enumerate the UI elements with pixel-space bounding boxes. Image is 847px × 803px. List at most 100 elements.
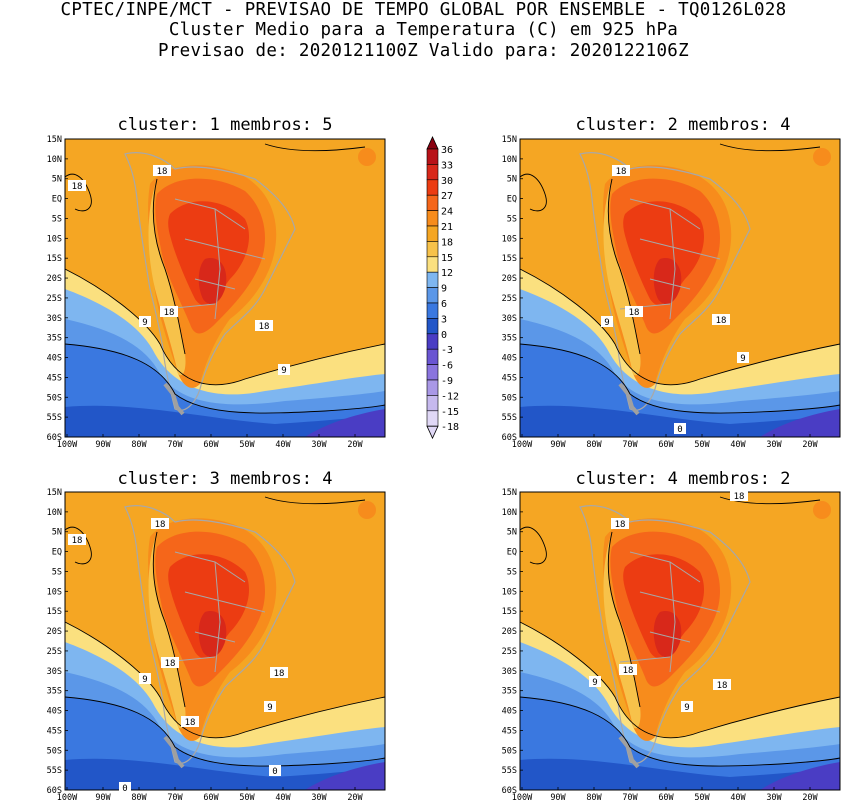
contour-label-box bbox=[264, 701, 276, 712]
contour-label: 0 bbox=[272, 767, 277, 777]
lat-tick-label: 45S bbox=[502, 373, 517, 383]
colorbar-swatch bbox=[426, 241, 439, 258]
colorbar-bottom-arrow bbox=[426, 425, 439, 440]
lat-tick-label: 15S bbox=[47, 607, 62, 617]
lon-tick-label: 50W bbox=[239, 793, 255, 803]
lat-tick-label: 10S bbox=[502, 587, 517, 597]
contour-label: 18 bbox=[623, 666, 634, 676]
lat-tick-label: 35S bbox=[502, 687, 517, 697]
lat-tick-label: 15S bbox=[502, 607, 517, 617]
colorbar-swatch bbox=[426, 318, 439, 335]
panel-title-2: cluster: 2 membros: 4 bbox=[576, 115, 791, 135]
panel-title-4: cluster: 4 membros: 2 bbox=[576, 469, 791, 489]
lat-tick-label: 25S bbox=[502, 294, 517, 304]
lat-tick-label: 20S bbox=[47, 274, 62, 284]
lon-tick-label: 60W bbox=[203, 440, 219, 450]
contour-label-box bbox=[255, 320, 273, 331]
lat-tick-label: 15S bbox=[47, 254, 62, 264]
lat-tick-label: 25S bbox=[502, 647, 517, 657]
colorbar-swatch bbox=[426, 194, 439, 211]
header-subtitle: Cluster Medio para a Temperatura (C) em … bbox=[168, 20, 679, 40]
lat-tick-label: 15S bbox=[502, 254, 517, 264]
lat-tick-label: 5S bbox=[507, 567, 517, 577]
axis-labels: 15N10N5NEQ5S10S15S20S25S30S35S40S45S50S5… bbox=[47, 135, 819, 803]
colorbar-swatch bbox=[426, 348, 439, 365]
contour-label: 9 bbox=[142, 318, 147, 328]
lon-tick-label: 50W bbox=[694, 440, 710, 450]
contour-label-box bbox=[619, 664, 637, 675]
colorbar-label: 12 bbox=[441, 268, 453, 279]
lat-tick-label: 50S bbox=[47, 746, 62, 756]
contour-label-box bbox=[269, 765, 281, 776]
lat-tick-label: 45S bbox=[47, 373, 62, 383]
colorbar-swatch bbox=[426, 379, 439, 396]
lat-tick-label: 5N bbox=[507, 528, 517, 538]
map-panel-3 bbox=[63, 490, 387, 792]
colorbar-label: 24 bbox=[441, 207, 453, 218]
contour-label-box bbox=[119, 782, 131, 793]
lat-tick-label: 10N bbox=[47, 508, 62, 518]
colorbar-top-arrow bbox=[426, 136, 439, 150]
lat-tick-label: 5S bbox=[507, 214, 517, 224]
lat-tick-label: 45S bbox=[47, 726, 62, 736]
lon-tick-label: 70W bbox=[167, 793, 183, 803]
contour-label-box bbox=[737, 352, 749, 363]
colorbar-swatch bbox=[426, 164, 439, 181]
contour-label-box bbox=[713, 679, 731, 690]
colorbar-label: 9 bbox=[441, 284, 447, 295]
contour-label-box bbox=[601, 316, 613, 327]
colorbar-swatch bbox=[426, 271, 439, 288]
contour-label: 18 bbox=[72, 536, 83, 546]
contour-label: 18 bbox=[165, 659, 176, 669]
lon-tick-label: 20W bbox=[347, 793, 363, 803]
colorbar-label: 15 bbox=[441, 253, 453, 264]
lat-tick-label: 25S bbox=[47, 294, 62, 304]
lat-tick-label: 15N bbox=[47, 135, 62, 145]
map-panel-1 bbox=[63, 137, 387, 439]
contour-labels: 18 18 18 18 9 9 18 18 18 9 9 0 18 18 18 18 18 9 9 0 0 18 18 18 1… bbox=[68, 165, 749, 794]
contour-label-box bbox=[68, 534, 86, 545]
map-panel-2 bbox=[518, 137, 842, 439]
lat-tick-label: 40S bbox=[47, 707, 62, 717]
lon-tick-label: 80W bbox=[131, 793, 147, 803]
colorbar-label: -6 bbox=[441, 361, 453, 372]
colorbar-label: -3 bbox=[441, 345, 453, 356]
contour-label: 18 bbox=[734, 492, 745, 502]
colorbar-swatch bbox=[426, 333, 439, 350]
lat-tick-label: 35S bbox=[47, 687, 62, 697]
contour-label: 0 bbox=[122, 784, 127, 794]
contour-label: 9 bbox=[604, 318, 609, 328]
lat-tick-label: 40S bbox=[47, 354, 62, 364]
lat-tick-label: 5N bbox=[52, 528, 62, 538]
contour-label: 18 bbox=[157, 167, 168, 177]
colorbar-label: 18 bbox=[441, 237, 453, 248]
lon-tick-label: 60W bbox=[658, 440, 674, 450]
contour-label: 9 bbox=[142, 675, 147, 685]
lat-tick-label: 60S bbox=[47, 433, 62, 443]
lat-tick-label: 55S bbox=[502, 766, 517, 776]
contour-label-box bbox=[612, 165, 630, 176]
colorbar-label: 6 bbox=[441, 299, 447, 310]
contour-label-box bbox=[611, 518, 629, 529]
colorbar-swatch bbox=[426, 395, 439, 412]
lon-tick-label: 40W bbox=[730, 793, 746, 803]
contour-label: 18 bbox=[717, 681, 728, 691]
contour-label-box bbox=[270, 667, 288, 678]
colorbar-swatch bbox=[426, 179, 439, 196]
lon-tick-label: 60W bbox=[203, 793, 219, 803]
colorbar-label: -15 bbox=[441, 407, 459, 418]
lon-tick-label: 60W bbox=[658, 793, 674, 803]
lat-tick-label: 50S bbox=[502, 393, 517, 403]
contour-label-box bbox=[151, 518, 169, 529]
lon-tick-label: 90W bbox=[550, 440, 566, 450]
lon-tick-label: 80W bbox=[586, 440, 602, 450]
lat-tick-label: 40S bbox=[502, 707, 517, 717]
lat-tick-label: 60S bbox=[502, 433, 517, 443]
contour-label: 9 bbox=[740, 354, 745, 364]
header-title: CPTEC/INPE/MCT - PREVISAO DE TEMPO GLOBA… bbox=[60, 0, 787, 20]
lat-tick-label: 15N bbox=[502, 488, 517, 498]
contour-label-box bbox=[139, 673, 151, 684]
lon-tick-label: 100W bbox=[512, 440, 533, 450]
colorbar-label: -9 bbox=[441, 376, 453, 387]
